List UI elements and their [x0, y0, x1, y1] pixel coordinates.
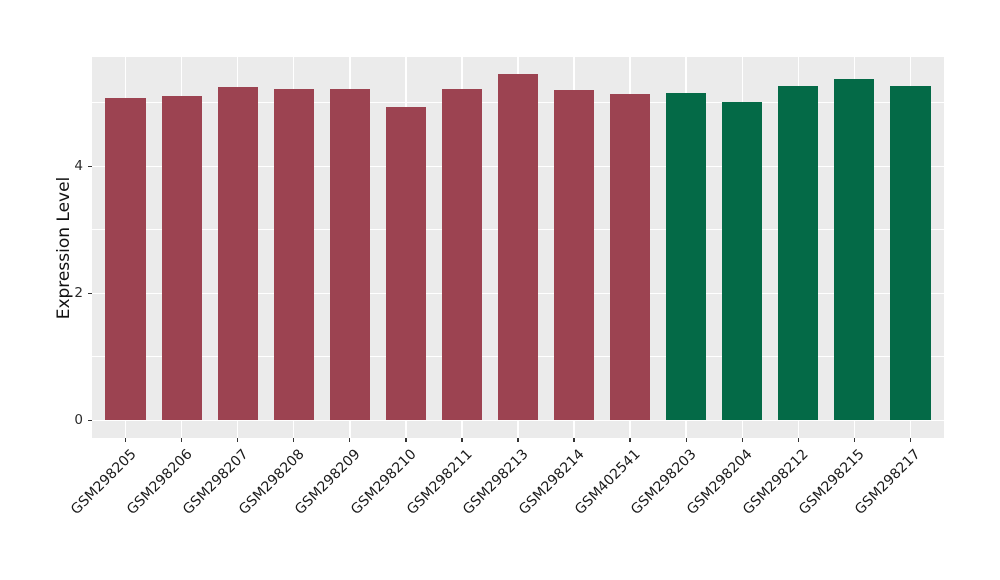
bar-GSM298215: [834, 79, 875, 421]
x-tick-mark: [573, 438, 575, 442]
x-tick-mark: [405, 438, 407, 442]
bar-GSM298206: [161, 96, 202, 421]
bar-GSM298211: [441, 89, 483, 421]
plot-panel: [92, 57, 944, 438]
x-tick-mark: [629, 438, 631, 442]
x-tick-mark: [181, 438, 183, 442]
x-tick-mark: [124, 438, 127, 442]
bar-GSM298217: [890, 86, 931, 421]
bar-GSM298209: [329, 88, 370, 421]
x-tick-mark: [349, 438, 351, 442]
x-tick-mark: [237, 438, 239, 442]
bar-GSM298207: [217, 87, 258, 421]
x-tick-mark: [517, 438, 519, 442]
y-tick-label: 4: [74, 158, 83, 175]
bar-GSM298214: [553, 90, 595, 421]
y-tick-mark: [88, 292, 92, 294]
y-tick-label: 2: [74, 285, 83, 302]
bar-GSM298210: [385, 107, 427, 421]
x-tick-mark: [685, 438, 687, 442]
y-tick-mark: [88, 419, 92, 421]
bar-GSM298204: [722, 102, 763, 421]
x-tick-mark: [909, 438, 911, 442]
x-tick-mark: [461, 438, 463, 442]
bar-GSM298212: [778, 86, 819, 421]
x-tick-mark: [741, 438, 743, 442]
bar-GSM298213: [497, 74, 539, 421]
x-tick-mark: [797, 438, 799, 442]
bar-GSM298208: [273, 88, 314, 421]
bar-GSM298205: [105, 97, 146, 421]
x-tick-mark: [293, 438, 295, 442]
y-tick-label: 0: [74, 412, 83, 429]
bar-GSM298203: [665, 93, 707, 421]
y-tick-mark: [88, 165, 92, 167]
bar-GSM402541: [609, 94, 651, 421]
x-tick-mark: [853, 438, 855, 442]
